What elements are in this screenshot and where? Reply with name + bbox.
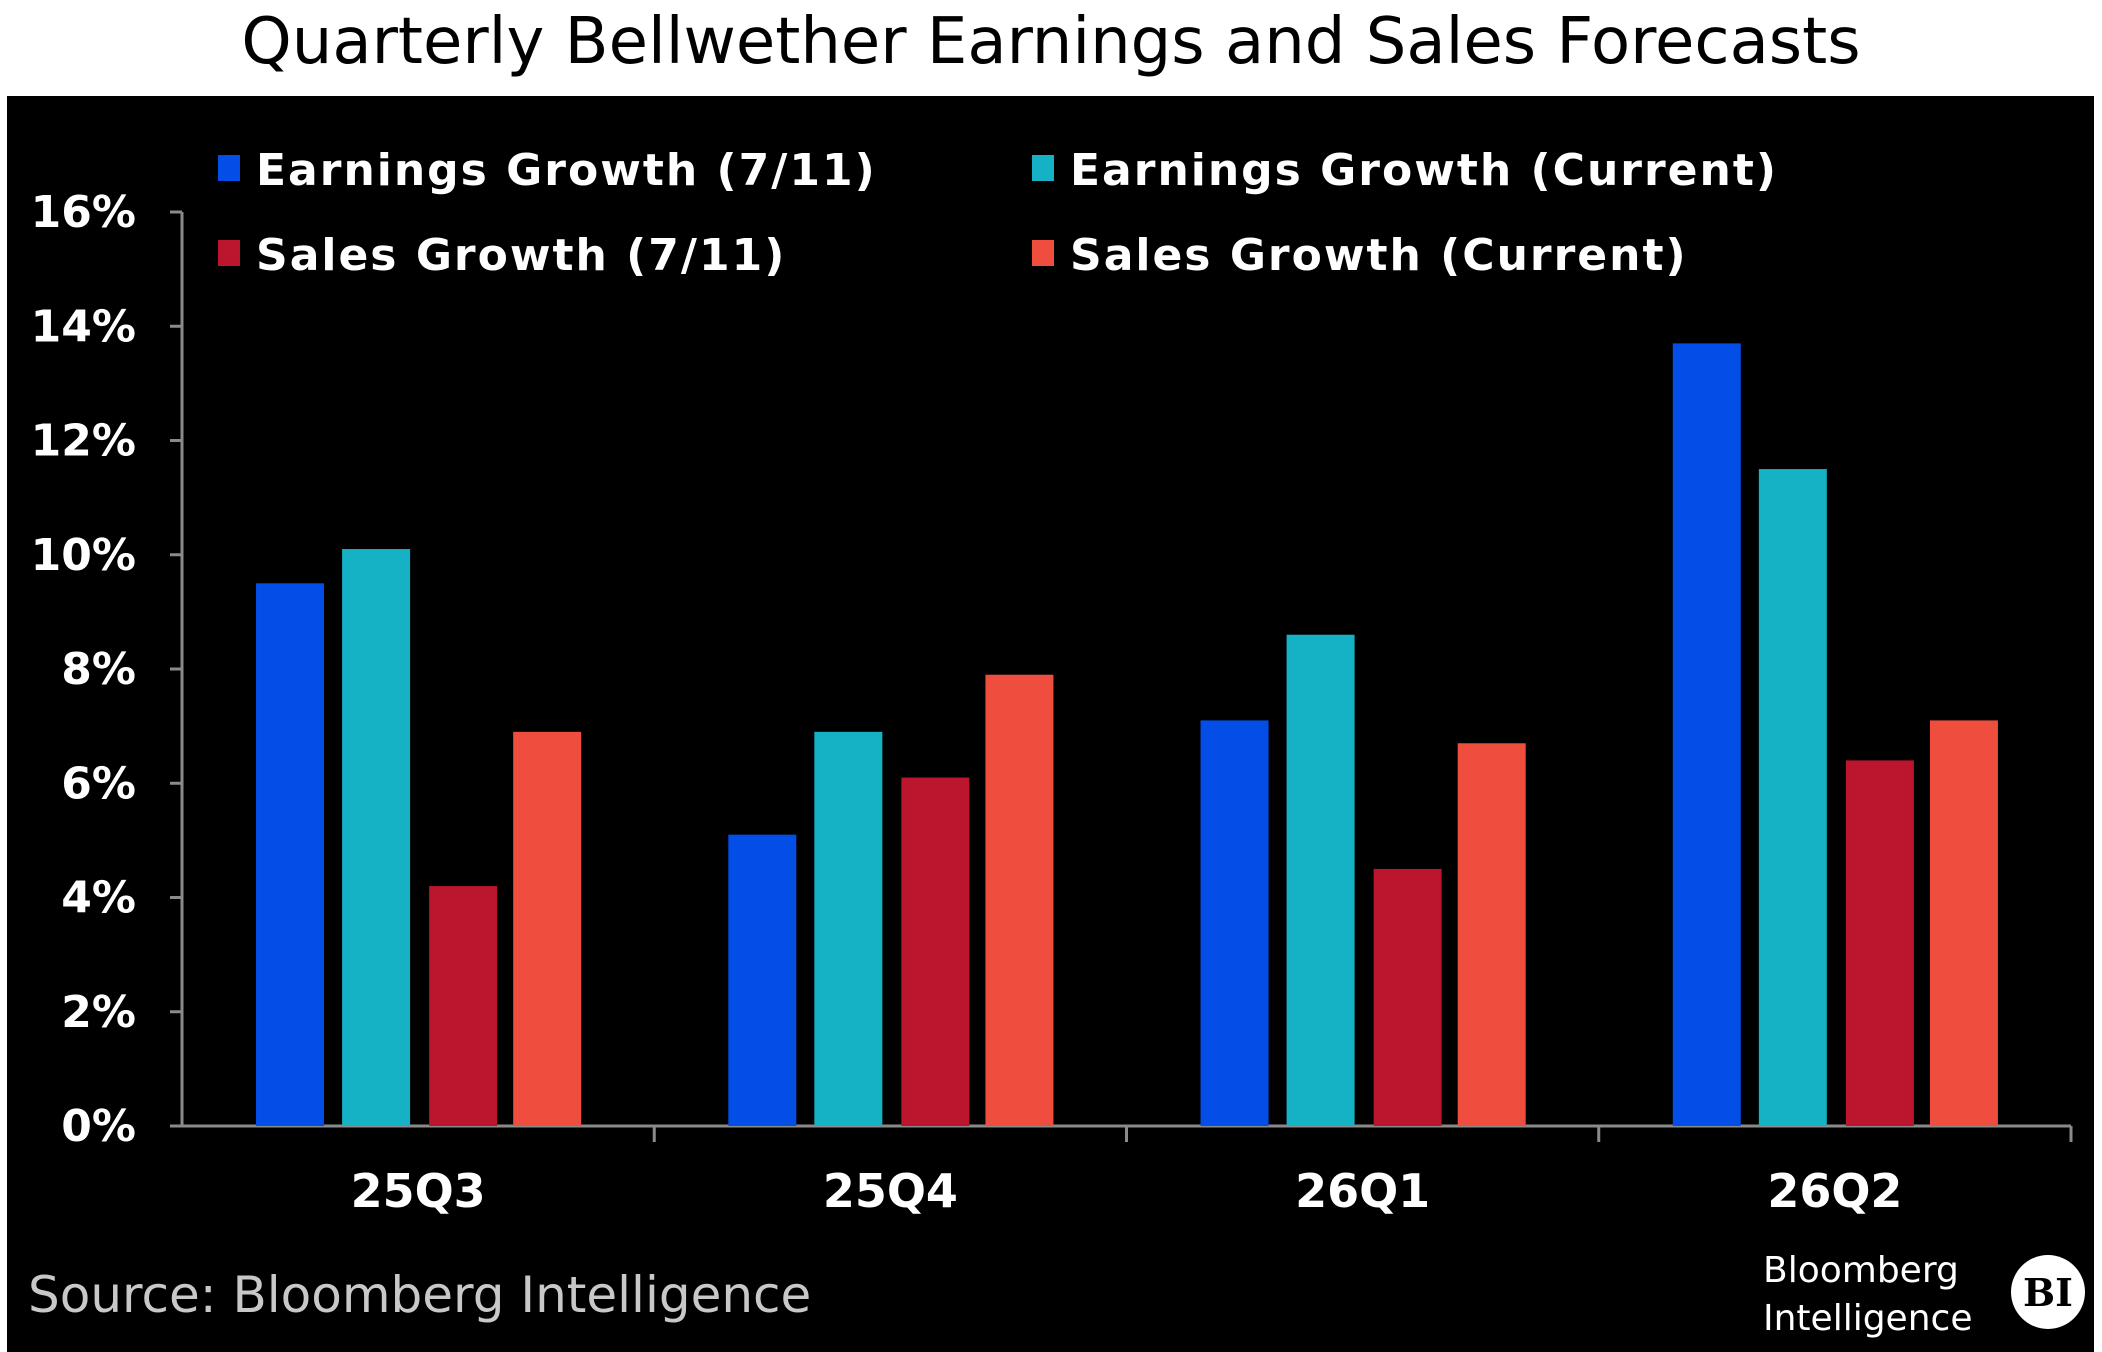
legend-label: Sales Growth (Current)	[1070, 230, 1688, 281]
legend-label: Earnings Growth (7/11)	[256, 145, 877, 196]
bar-26Q2-3	[1929, 720, 1998, 1126]
bar-26Q1-1	[1286, 634, 1355, 1126]
x-tick-label: 26Q1	[1295, 1164, 1430, 1218]
bar-25Q4-3	[985, 674, 1054, 1126]
logo-text-line2: Intelligence	[1763, 1298, 1972, 1339]
bar-25Q4-1	[814, 731, 883, 1126]
bar-25Q3-1	[342, 549, 411, 1126]
y-tick-label: 10%	[31, 530, 136, 581]
bar-25Q4-2	[901, 777, 970, 1126]
bar-25Q3-0	[256, 583, 325, 1126]
bar-26Q2-0	[1672, 343, 1741, 1126]
bar-25Q4-0	[728, 834, 797, 1126]
axes: 0% 2% 4% 6% 8% 10% 12% 14% 16% 25Q3 25Q4 26Q1 26Q2	[31, 187, 2073, 1218]
bar-26Q1-3	[1457, 743, 1526, 1126]
legend-swatch	[1032, 240, 1054, 266]
logo-badge	[2011, 1255, 2085, 1329]
logo-badge-text: BI	[2023, 1270, 2073, 1315]
bar-26Q2-2	[1845, 760, 1914, 1126]
y-tick-label: 2%	[61, 987, 136, 1038]
bar-25Q3-2	[429, 886, 498, 1126]
bloomberg-intelligence-logo: Bloomberg Intelligence BI	[1763, 1250, 2085, 1339]
bar-25Q3-3	[513, 731, 582, 1126]
x-tick-label: 26Q2	[1767, 1164, 1902, 1218]
legend-swatch	[218, 155, 240, 181]
y-tick-label: 4%	[61, 873, 136, 924]
legend-swatch	[1032, 155, 1054, 181]
source-note: Source: Bloomberg Intelligence	[28, 1266, 811, 1324]
y-tick-label: 14%	[31, 301, 136, 352]
bar-26Q1-0	[1200, 720, 1269, 1126]
bar-26Q1-2	[1373, 868, 1442, 1126]
y-tick-label: 12%	[31, 416, 136, 467]
y-tick-label: 8%	[61, 644, 136, 695]
y-tick-label: 16%	[31, 187, 136, 238]
bars	[256, 343, 1998, 1126]
y-tick-label: 0%	[61, 1101, 136, 1152]
legend: Earnings Growth (7/11) Earnings Growth (C…	[218, 145, 1778, 281]
legend-label: Sales Growth (7/11)	[256, 230, 786, 281]
legend-label: Earnings Growth (Current)	[1070, 145, 1778, 196]
chart-title: Quarterly Bellwether Earnings and Sales …	[241, 5, 1861, 79]
x-tick-label: 25Q4	[823, 1164, 958, 1218]
x-tick-label: 25Q3	[351, 1164, 486, 1218]
logo-text-line1: Bloomberg	[1763, 1250, 1959, 1291]
bar-26Q2-1	[1758, 469, 1827, 1126]
y-tick-label: 6%	[61, 758, 136, 809]
legend-swatch	[218, 240, 240, 266]
